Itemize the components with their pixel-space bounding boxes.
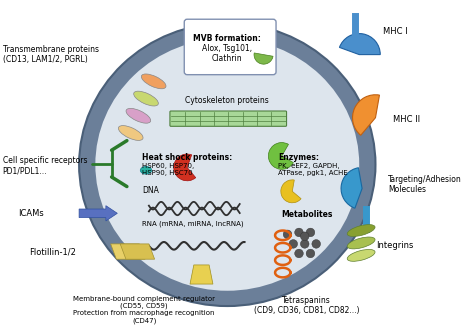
Ellipse shape <box>347 249 375 261</box>
Wedge shape <box>353 95 380 135</box>
Ellipse shape <box>347 224 375 236</box>
Circle shape <box>312 239 320 248</box>
Text: Tetraspanins
(CD9, CD36, CD81, CD82...): Tetraspanins (CD9, CD36, CD81, CD82...) <box>254 296 359 315</box>
Ellipse shape <box>134 91 158 106</box>
Ellipse shape <box>79 23 375 306</box>
Text: RNA (mRNA, miRNA, lncRNA): RNA (mRNA, miRNA, lncRNA) <box>142 220 244 227</box>
Ellipse shape <box>126 109 151 123</box>
Circle shape <box>295 228 303 237</box>
Text: Alox, Tsg101,: Alox, Tsg101, <box>202 44 252 53</box>
Text: Targeting/Adhesion
Molecules: Targeting/Adhesion Molecules <box>388 175 462 194</box>
Text: MVB formation:: MVB formation: <box>193 34 261 42</box>
Text: Integrins: Integrins <box>376 241 414 250</box>
Wedge shape <box>339 34 380 54</box>
Text: Flotillin-1/2: Flotillin-1/2 <box>29 247 76 256</box>
Circle shape <box>306 249 315 258</box>
Polygon shape <box>120 244 155 259</box>
Wedge shape <box>268 143 293 169</box>
Ellipse shape <box>141 74 166 89</box>
Ellipse shape <box>140 166 152 174</box>
Text: MHC II: MHC II <box>392 115 420 124</box>
Text: Cytoskeleton proteins: Cytoskeleton proteins <box>185 96 269 105</box>
Text: Clathrin: Clathrin <box>212 54 243 63</box>
Polygon shape <box>110 244 145 259</box>
Ellipse shape <box>95 38 359 291</box>
FancyBboxPatch shape <box>184 19 276 75</box>
Text: Membrane-bound complement regulator
(CD55, CD59)
Protection from macrophage reco: Membrane-bound complement regulator (CD5… <box>73 296 215 324</box>
Text: DNA: DNA <box>142 186 159 195</box>
Circle shape <box>301 239 309 248</box>
Circle shape <box>283 230 292 239</box>
Text: Transmembrane proteins
(CD13, LAM1/2, PGRL): Transmembrane proteins (CD13, LAM1/2, PG… <box>2 45 99 64</box>
Text: MHC I: MHC I <box>383 27 408 36</box>
Text: PK, eEF2, GAPDH,
ATPase, pgk1, ACHE: PK, eEF2, GAPDH, ATPase, pgk1, ACHE <box>278 163 348 176</box>
Text: ICAMs: ICAMs <box>18 209 44 218</box>
Wedge shape <box>254 53 273 64</box>
Polygon shape <box>190 265 213 284</box>
Wedge shape <box>174 154 196 181</box>
Text: Enzymes:: Enzymes: <box>278 153 319 162</box>
Text: Metabolites: Metabolites <box>281 210 332 219</box>
Wedge shape <box>341 168 362 208</box>
FancyArrow shape <box>79 206 118 221</box>
Text: Heat shock proteins:: Heat shock proteins: <box>142 153 232 162</box>
Wedge shape <box>281 180 301 203</box>
Circle shape <box>301 232 309 240</box>
Circle shape <box>289 239 298 248</box>
Ellipse shape <box>118 126 143 140</box>
Circle shape <box>295 249 303 258</box>
Circle shape <box>306 228 315 237</box>
FancyBboxPatch shape <box>170 111 287 126</box>
Text: HSP60, HSP70,
HSP90, HSC70: HSP60, HSP70, HSP90, HSC70 <box>142 163 194 176</box>
Text: Cell specific receptors
PD1/PDL1...: Cell specific receptors PD1/PDL1... <box>2 156 87 175</box>
Ellipse shape <box>347 237 375 249</box>
